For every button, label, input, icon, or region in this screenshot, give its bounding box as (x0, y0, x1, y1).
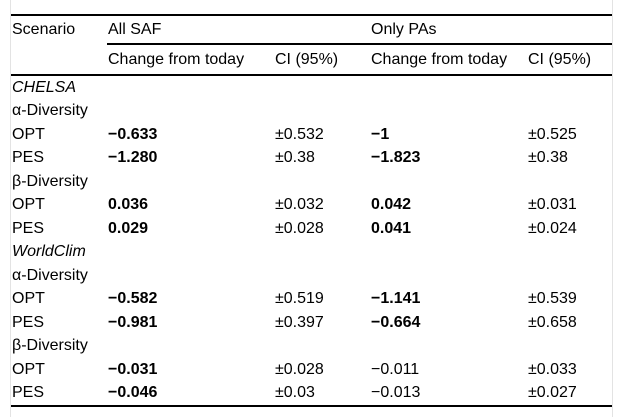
subsection-label: α-Diversity (12, 102, 88, 120)
row-label: OPT (12, 196, 45, 214)
pa-change-value: −1.141 (371, 290, 421, 308)
saf-ci-value: ±0.028 (275, 360, 324, 378)
saf-change-value: −0.582 (108, 290, 158, 308)
saf-ci-value: ±0.397 (275, 313, 324, 331)
group-header-row: Scenario All SAF Only PAs (11, 14, 612, 45)
saf-change-value: −0.633 (108, 125, 158, 143)
pa-ci-value: ±0.38 (528, 149, 568, 167)
pa-ci-value: ±0.033 (528, 360, 577, 378)
table-row: OPT −0.031 ±0.028 −0.011 ±0.033 (11, 358, 612, 382)
section-label: CHELSA (12, 78, 77, 96)
row-label: PES (12, 149, 45, 167)
subsection-row-alpha-diversity: α-Diversity (11, 100, 612, 124)
saf-ci-value: ±0.38 (275, 149, 315, 167)
sub-header-row: Change from today CI (95%) Change from t… (11, 44, 612, 76)
subsection-label: β-Diversity (12, 172, 88, 190)
pa-change-value: 0.042 (371, 196, 412, 214)
empty-header-cell (11, 44, 107, 76)
table-row: PES 0.029 ±0.028 0.041 ±0.024 (11, 217, 612, 241)
saf-change-value: −0.046 (107, 381, 274, 407)
saf-ci-value: ±0.032 (275, 196, 324, 214)
saf-change-value: 0.036 (108, 196, 149, 214)
row-label: OPT (12, 125, 45, 143)
column-group-only-pas: Only PAs (370, 14, 612, 45)
column-header-saf-change: Change from today (107, 44, 274, 76)
row-label: PES (11, 381, 107, 407)
column-group-all-saf: All SAF (107, 14, 370, 45)
table-row: PES −0.046 ±0.03 −0.013 ±0.027 (11, 381, 612, 407)
table-row: OPT −0.633 ±0.532 −1 ±0.525 (11, 123, 612, 147)
table-row: PES −1.280 ±0.38 −1.823 ±0.38 (11, 147, 612, 171)
pa-change-value: −0.011 (371, 360, 420, 378)
pa-ci-value: ±0.525 (528, 125, 577, 143)
saf-ci-value: ±0.028 (275, 219, 324, 237)
column-header-saf-ci: CI (95%) (274, 44, 370, 76)
pa-ci-value: ±0.031 (528, 196, 577, 214)
pa-change-value: 0.041 (371, 219, 412, 237)
table-figure: Scenario All SAF Only PAs Change from to… (10, 0, 613, 417)
column-header-scenario: Scenario (11, 14, 107, 44)
saf-change-value: 0.029 (108, 219, 149, 237)
pa-change-value: −1 (371, 125, 390, 143)
section-label: WorldClim (12, 243, 86, 261)
section-row-worldclim: WorldClim (11, 241, 612, 265)
saf-change-value: −0.981 (108, 313, 158, 331)
table-row: PES −0.981 ±0.397 −0.664 ±0.658 (11, 311, 612, 335)
table-row: OPT 0.036 ±0.032 0.042 ±0.031 (11, 194, 612, 218)
saf-ci-value: ±0.03 (274, 381, 370, 407)
table-row: OPT −0.582 ±0.519 −1.141 ±0.539 (11, 288, 612, 312)
saf-change-value: −1.280 (108, 149, 158, 167)
saf-ci-value: ±0.519 (275, 290, 324, 308)
row-label: OPT (12, 360, 45, 378)
row-label: OPT (12, 290, 45, 308)
section-row-chelsa: CHELSA (11, 75, 612, 100)
results-table: Scenario All SAF Only PAs Change from to… (11, 14, 612, 407)
pa-ci-value: ±0.539 (528, 290, 577, 308)
pa-change-value: −1.823 (371, 149, 421, 167)
column-header-pa-change: Change from today (370, 44, 527, 76)
pa-ci-value: ±0.027 (527, 381, 612, 407)
subsection-label: β-Diversity (12, 337, 88, 355)
row-label: PES (12, 219, 45, 237)
saf-change-value: −0.031 (108, 360, 158, 378)
subsection-label: α-Diversity (12, 266, 88, 284)
column-header-pa-ci: CI (95%) (527, 44, 612, 76)
subsection-row-alpha-diversity: α-Diversity (11, 264, 612, 288)
pa-change-value: −0.013 (370, 381, 527, 407)
subsection-row-beta-diversity: β-Diversity (11, 335, 612, 359)
pa-ci-value: ±0.024 (528, 219, 577, 237)
subsection-row-beta-diversity: β-Diversity (11, 170, 612, 194)
saf-ci-value: ±0.532 (275, 125, 324, 143)
pa-change-value: −0.664 (371, 313, 421, 331)
pa-ci-value: ±0.658 (528, 313, 577, 331)
row-label: PES (12, 313, 45, 331)
